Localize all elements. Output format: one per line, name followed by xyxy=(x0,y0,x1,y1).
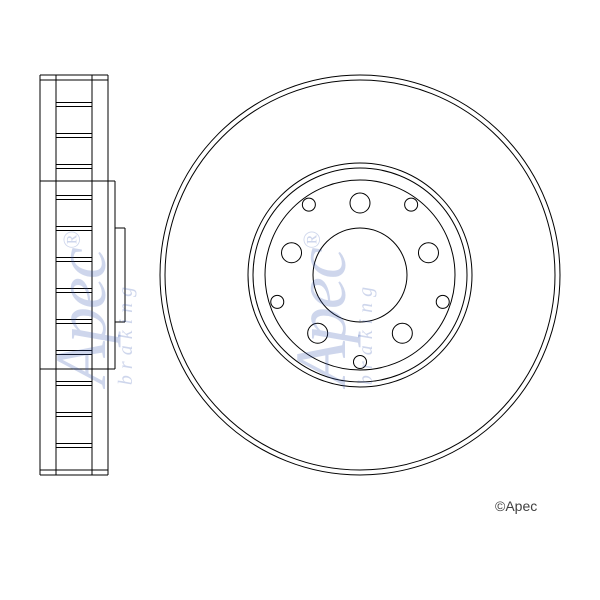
drawing-canvas: Apec® braking Apec® braking ©Apec xyxy=(0,0,600,600)
copyright-text: ©Apec xyxy=(495,498,537,514)
brake-disc-front-view xyxy=(160,75,560,475)
brake-disc-side-view xyxy=(40,75,125,475)
